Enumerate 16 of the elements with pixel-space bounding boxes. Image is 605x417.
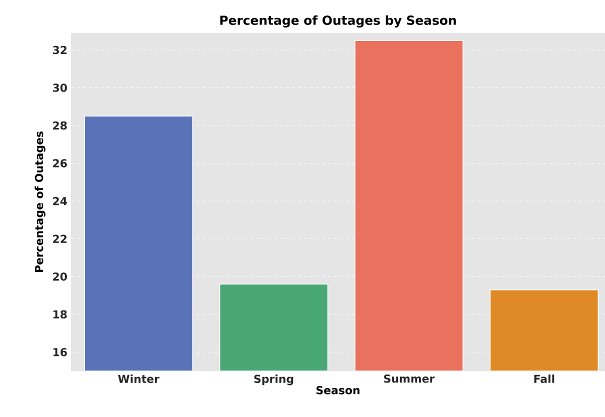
chart-title: Percentage of Outages by Season <box>220 15 456 28</box>
y-tick-label: 32 <box>52 46 67 54</box>
y-tick-label: 30 <box>52 84 67 92</box>
y-axis-title: Percentage of Outages <box>34 132 46 272</box>
y-tick-label: 26 <box>53 159 67 168</box>
x-tick-label: Spring <box>254 374 294 386</box>
y-tick-label: 22 <box>53 234 67 243</box>
y-tick-label: 24 <box>53 196 67 206</box>
y-tick-label: 18 <box>53 310 67 318</box>
y-tick-label: 28 <box>53 121 67 130</box>
y-tick-label: 16 <box>53 348 67 356</box>
x-tick-label: Summer <box>384 374 435 383</box>
y-tick-label: 20 <box>53 272 67 281</box>
x-axis-title: Season <box>316 386 360 394</box>
x-tick-label: Winter <box>118 374 160 383</box>
x-tick-label: Fall <box>534 374 554 383</box>
